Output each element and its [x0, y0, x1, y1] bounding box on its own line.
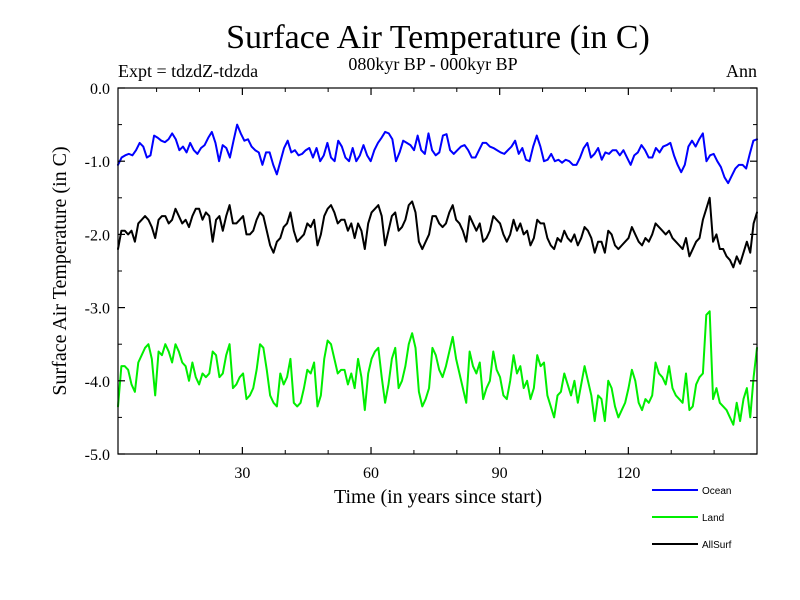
series-line-allsurf [117, 196, 758, 269]
x-tick-label: 120 [616, 465, 640, 482]
series-line-land [117, 310, 758, 426]
series-layer [117, 123, 758, 426]
y-tick-label: -2.0 [85, 227, 110, 244]
legend: Ocean Land AllSurf [652, 486, 732, 551]
x-tick-label: 60 [363, 465, 379, 482]
y-tick-label: -5.0 [85, 447, 110, 464]
legend-label-ocean: Ocean [702, 486, 731, 497]
experiment-label: Expt = tdzdZ-tdzda [118, 61, 258, 81]
ticks-layer: 30 60 90 120 0.0 -1.0 -2.0 -3.0 -4.0 -5.0 [85, 81, 757, 482]
x-tick-label: 30 [234, 465, 250, 482]
y-axis-label: Surface Air Temperature (in C) [49, 146, 71, 395]
y-tick-label: -4.0 [85, 374, 110, 391]
chart-title: Surface Air Temperature (in C) [226, 19, 650, 56]
season-label: Ann [726, 61, 757, 81]
legend-label-allsurf: AllSurf [702, 540, 732, 551]
y-tick-label: -1.0 [85, 154, 110, 171]
x-axis-label: Time (in years since start) [334, 486, 542, 508]
series-line-ocean [117, 123, 758, 185]
y-tick-label: 0.0 [90, 81, 110, 98]
x-tick-label: 90 [492, 465, 508, 482]
plot-frame [117, 87, 758, 455]
legend-label-land: Land [702, 513, 724, 524]
y-tick-label: -3.0 [85, 301, 110, 318]
chart-subtitle: 080kyr BP - 000kyr BP [348, 54, 517, 74]
